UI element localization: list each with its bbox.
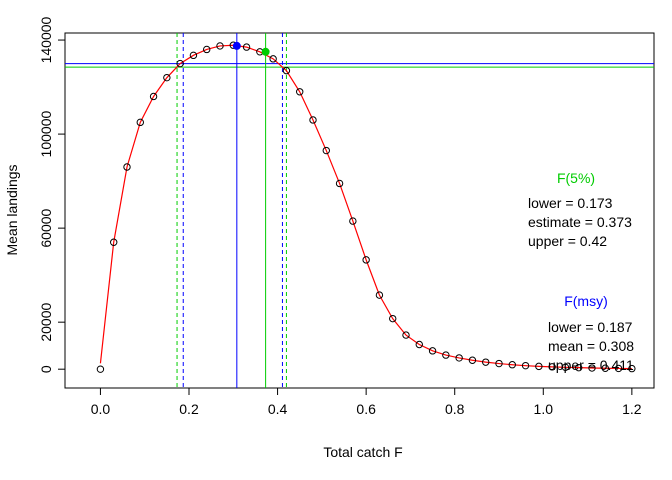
- data-point: [216, 42, 224, 50]
- data-point: [136, 118, 144, 127]
- series: [96, 41, 636, 373]
- data-point: [242, 43, 251, 51]
- data-point: [282, 66, 291, 75]
- data-point: [415, 340, 423, 349]
- y-tick-label: 0: [38, 365, 54, 373]
- x-axis-label: Total catch F: [323, 444, 402, 460]
- data-point: [428, 347, 437, 355]
- data-point: [495, 359, 503, 368]
- data-point: [508, 361, 516, 369]
- x-tick-label: 0.4: [268, 401, 288, 417]
- data-point: [561, 363, 570, 372]
- data-point: [389, 314, 397, 323]
- x-tick-label: 0.6: [356, 401, 376, 417]
- data-point: [110, 238, 118, 246]
- axes: 0.0 0.2 0.4 0.6 0.8 1.0 1.2 0 20000 60000 100000 14…: [38, 16, 642, 417]
- annotation-fmsy-line: upper = 0.411: [548, 357, 634, 373]
- data-point: [375, 291, 384, 299]
- annotation-f5-line: upper = 0.42: [528, 233, 607, 249]
- data-point: [322, 146, 330, 155]
- highlight-points: [232, 41, 270, 56]
- x-tick-label: 0.8: [445, 401, 465, 417]
- data-point: [628, 364, 636, 373]
- curve-line: [99, 44, 632, 370]
- data-point: [309, 116, 317, 124]
- data-point: [482, 358, 490, 366]
- data-point: [575, 363, 583, 372]
- data-point: [189, 51, 198, 60]
- data-point: [149, 92, 158, 101]
- highlight-point: [261, 47, 270, 56]
- reference-lines: [65, 33, 654, 388]
- data-point: [163, 73, 171, 82]
- x-tick-label: 0.2: [179, 401, 199, 417]
- x-tick-label: 1.2: [622, 401, 642, 417]
- data-point: [176, 59, 184, 68]
- y-tick-label: 20000: [38, 302, 54, 341]
- data-point: [535, 362, 543, 371]
- data-point: [614, 364, 623, 373]
- data-point: [402, 331, 410, 339]
- data-point: [588, 364, 596, 372]
- x-tick-label: 0.0: [91, 401, 111, 417]
- annotation-fmsy-line: mean = 0.308: [548, 338, 634, 354]
- data-point: [601, 364, 609, 372]
- y-tick-label: 100000: [38, 111, 54, 158]
- data-point: [362, 256, 370, 264]
- data-point: [269, 55, 277, 63]
- x-tick-label: 1.0: [534, 401, 554, 417]
- annotation-f5-line: lower = 0.173: [528, 195, 613, 211]
- data-point: [455, 354, 463, 362]
- annotation-f5-title: F(5%): [557, 170, 595, 186]
- annotation-fmsy-title: F(msy): [564, 293, 608, 309]
- annotation-f5: F(5%) lower = 0.173 estimate = 0.373 upp…: [528, 170, 632, 249]
- annotation-f5-line: estimate = 0.373: [528, 214, 632, 230]
- annotation-fmsy: F(msy) lower = 0.187 mean = 0.308 upper …: [548, 293, 634, 373]
- y-axis-label: Mean landings: [4, 164, 20, 255]
- data-point: [548, 363, 556, 371]
- data-point: [96, 365, 105, 373]
- data-point: [335, 179, 344, 188]
- data-point: [123, 163, 131, 171]
- data-point: [296, 88, 304, 96]
- annotation-fmsy-line: lower = 0.187: [548, 319, 633, 335]
- highlight-point: [232, 41, 241, 50]
- data-point: [442, 351, 450, 359]
- y-tick-label: 60000: [38, 208, 54, 247]
- data-point: [203, 45, 211, 54]
- data-point: [349, 217, 357, 225]
- y-tick-label: 140000: [38, 16, 54, 63]
- data-point: [521, 361, 530, 370]
- data-point: [468, 356, 477, 364]
